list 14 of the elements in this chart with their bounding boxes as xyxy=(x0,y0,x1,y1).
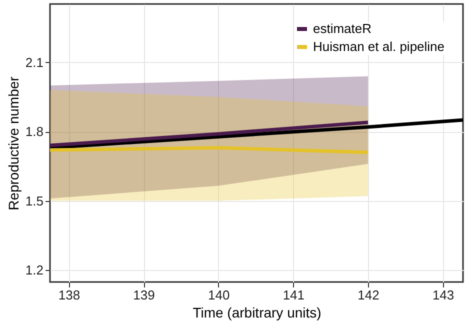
y-axis-title: Reproductive number xyxy=(5,76,22,210)
x-tick-label: 139 xyxy=(133,288,155,302)
legend-label: estimateR xyxy=(313,21,372,36)
y-tick-label: 2.1 xyxy=(25,54,44,70)
x-axis-title: Time (arbitrary units) xyxy=(192,304,322,320)
x-tick-label: 140 xyxy=(208,288,230,302)
y-tick-label: 1.5 xyxy=(25,193,44,208)
legend-label: Huisman et al. pipeline xyxy=(313,39,445,54)
x-tick-label: 142 xyxy=(358,288,380,302)
y-tick-label: 1.2 xyxy=(25,262,44,278)
y-tick-label: 1.8 xyxy=(25,124,44,140)
x-tick-label: 141 xyxy=(282,288,305,302)
x-tick-label: 138 xyxy=(58,288,80,302)
x-tick-label: 143 xyxy=(432,288,454,302)
